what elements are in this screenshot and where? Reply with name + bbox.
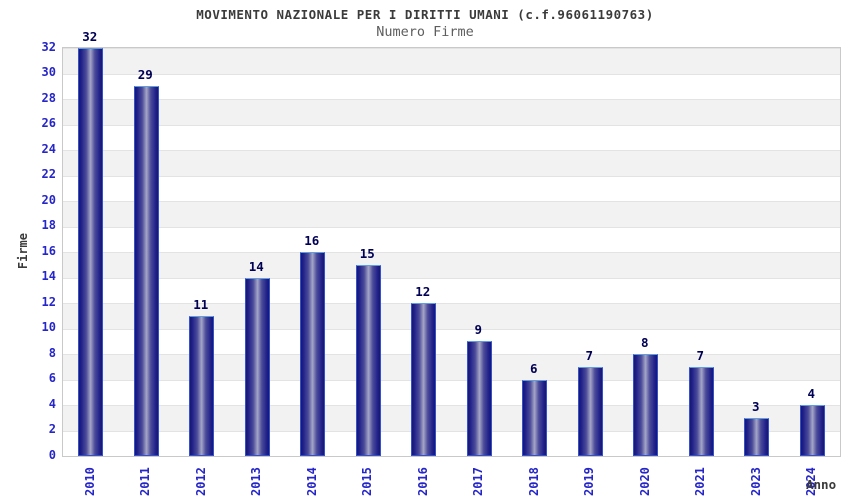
bar-value-label: 7 [696, 347, 705, 363]
y-tick-label: 16 [41, 243, 56, 258]
x-tick-label: 2013 [249, 467, 264, 496]
bar-value-label: 7 [585, 347, 594, 363]
x-tick-label: 2017 [471, 467, 486, 496]
bar-value-label: 16 [304, 233, 320, 248]
grid-band [63, 354, 840, 380]
y-tick-label: 32 [41, 39, 56, 54]
bar-value-label: 3 [751, 398, 760, 414]
x-tick-label: 2015 [360, 467, 375, 496]
bar [744, 417, 770, 456]
x-axis-title: Anno [806, 477, 837, 492]
bar [133, 86, 159, 456]
bar-value-label: 8 [640, 335, 649, 350]
y-axis-title: Firme [16, 233, 30, 270]
bar [411, 303, 437, 456]
y-tick-label: 0 [48, 447, 56, 462]
bar-value-label: 11 [193, 296, 209, 312]
y-tick-label: 30 [41, 65, 56, 79]
y-tick-label: 26 [41, 116, 56, 130]
grid-band [63, 328, 840, 354]
grid-band [63, 430, 840, 456]
y-tick-label: 28 [41, 90, 56, 105]
x-tick-label: 2021 [693, 467, 708, 496]
bar [522, 379, 548, 456]
bar [355, 264, 381, 456]
y-tick-label: 6 [48, 371, 56, 385]
grid-band [63, 277, 840, 303]
bar-value-label: 12 [415, 284, 431, 299]
y-tick-label: 2 [48, 422, 56, 436]
grid-band [63, 226, 840, 252]
grid-band [63, 379, 840, 405]
plot-area [62, 47, 841, 457]
x-tick-label: 2014 [304, 467, 319, 496]
bar [300, 252, 326, 456]
bar [688, 366, 714, 456]
grid-band [63, 73, 840, 99]
x-tick-label: 2023 [748, 467, 763, 496]
y-tick-label: 8 [48, 345, 56, 360]
y-tick-label: 10 [41, 320, 56, 334]
x-tick-label: 2019 [582, 467, 597, 496]
x-tick-label: 2012 [193, 467, 208, 496]
y-tick-label: 20 [41, 192, 56, 207]
bar [466, 341, 492, 456]
bar-value-label: 6 [529, 360, 538, 376]
grid-band [63, 124, 840, 150]
y-tick-label: 22 [41, 167, 56, 181]
x-tick-label: 2010 [82, 467, 97, 496]
chart-subtitle: Numero Firme [376, 24, 474, 40]
bar-value-label: 14 [248, 258, 264, 274]
grid-band [63, 201, 840, 227]
grid-band [63, 252, 840, 278]
x-tick-label: 2018 [526, 467, 541, 496]
bar-value-label: 9 [474, 322, 483, 338]
bar [78, 48, 104, 456]
grid-band [63, 48, 840, 74]
y-tick-label: 4 [48, 396, 56, 411]
x-tick-label: 2020 [637, 467, 652, 496]
bar [633, 354, 659, 456]
y-tick-label: 12 [41, 294, 56, 309]
bar-value-label: 15 [359, 245, 375, 261]
y-tick-label: 18 [41, 218, 56, 232]
y-tick-label: 24 [41, 141, 56, 156]
grid-band [63, 405, 840, 431]
x-tick-label: 2011 [138, 467, 153, 496]
y-tick-label: 14 [41, 269, 56, 283]
x-tick-label: 2016 [415, 467, 430, 496]
grid-band [63, 150, 840, 176]
grid-band [63, 99, 840, 125]
bar [799, 405, 825, 456]
grid-band [63, 175, 840, 201]
bar-value-label: 4 [807, 386, 816, 401]
bar [244, 277, 270, 456]
chart-title: MOVIMENTO NAZIONALE PER I DIRITTI UMANI … [196, 7, 654, 22]
bar-value-label: 29 [137, 67, 153, 83]
bar [577, 366, 603, 456]
bar [189, 315, 215, 456]
bar-value-label: 32 [82, 29, 98, 44]
